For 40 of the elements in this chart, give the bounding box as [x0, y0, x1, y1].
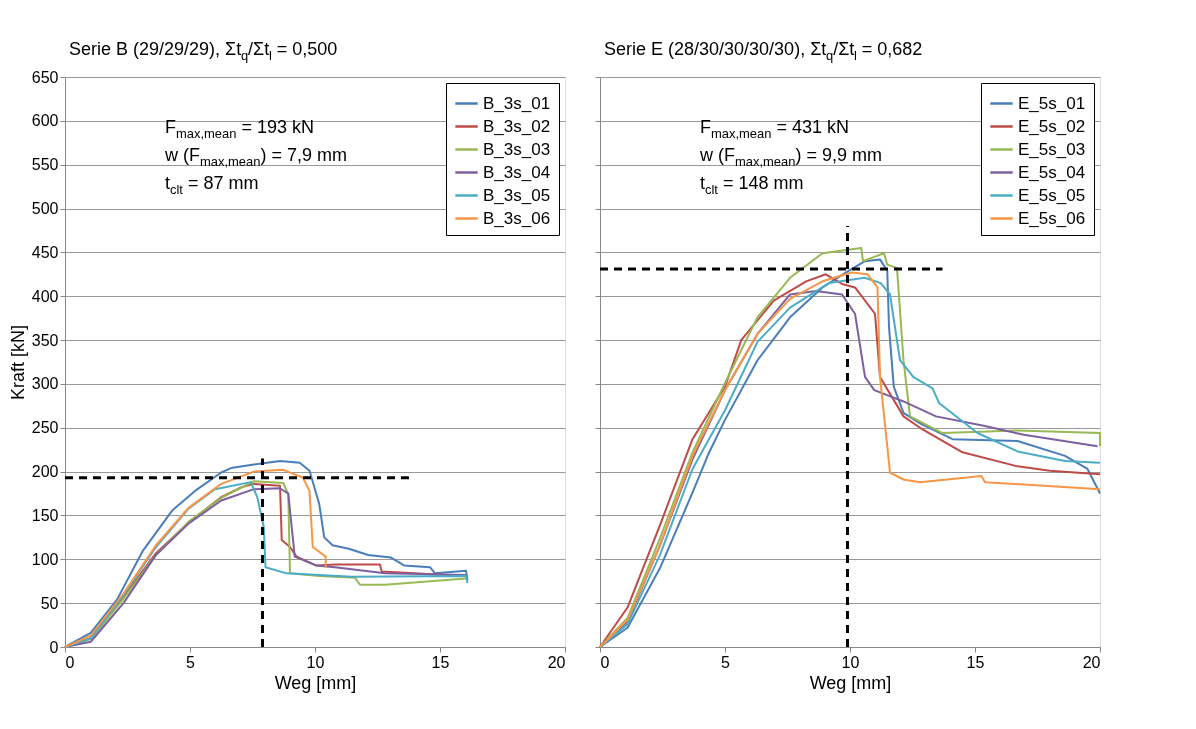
y-axis-title: Kraft [kN] [7, 324, 28, 401]
legend-label: E_5s_06 [1018, 208, 1086, 228]
y-tick-label: 450 [31, 243, 59, 261]
x-tick-label: 5 [186, 653, 196, 671]
y-tick-label: 350 [31, 331, 59, 349]
x-axis-title: Weg [mm] [809, 672, 892, 693]
y-tick-label: 0 [49, 638, 59, 656]
legend-label: B_3s_01 [483, 93, 551, 113]
legend-label: B_3s_05 [483, 185, 551, 205]
x-tick-label: 10 [841, 653, 860, 671]
x-tick-label: 20 [1082, 653, 1101, 671]
y-tick-label: 500 [31, 200, 59, 218]
y-tick-label: 150 [31, 506, 59, 524]
y-tick-label: 650 [31, 68, 59, 86]
legend-label: B_3s_02 [483, 116, 551, 136]
x-tick-label: 20 [547, 653, 566, 671]
y-tick-label: 550 [31, 156, 59, 174]
x-tick-label: 15 [966, 653, 985, 671]
x-tick-label: 15 [431, 653, 450, 671]
y-tick-label: 200 [31, 463, 59, 481]
legend-label: E_5s_05 [1018, 185, 1086, 205]
legend-label: E_5s_01 [1018, 93, 1086, 113]
x-tick-label: 0 [65, 653, 75, 671]
x-tick-label: 10 [306, 653, 325, 671]
x-tick-label: 5 [721, 653, 731, 671]
y-tick-label: 250 [31, 419, 59, 437]
x-tick-label: 0 [600, 653, 610, 671]
legend-label: B_3s_03 [483, 139, 551, 159]
y-tick-label: 300 [31, 375, 59, 393]
y-tick-label: 600 [31, 112, 59, 130]
legend-label: B_3s_04 [483, 162, 551, 182]
legend-label: E_5s_04 [1018, 162, 1086, 182]
y-tick-label: 400 [31, 287, 59, 305]
x-axis-title: Weg [mm] [274, 672, 357, 693]
legend-label: E_5s_02 [1018, 116, 1086, 136]
y-tick-label: 100 [31, 550, 59, 568]
y-tick-label: 50 [40, 594, 59, 612]
legend-label: B_3s_06 [483, 208, 551, 228]
legend-label: E_5s_03 [1018, 139, 1086, 159]
line-series [64, 468, 327, 648]
